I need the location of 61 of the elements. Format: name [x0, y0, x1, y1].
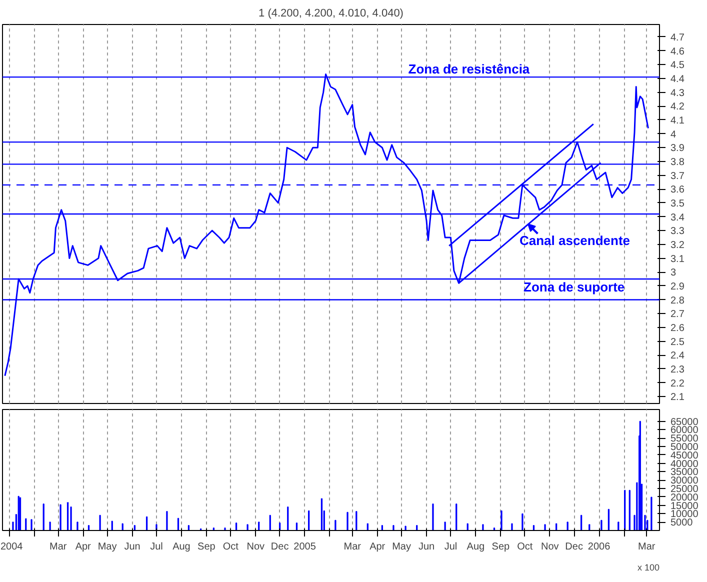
y-tick-label: 2.6 [670, 322, 685, 334]
x-tick-label: Oct [517, 542, 533, 552]
x-tick-label: Jun [418, 542, 435, 552]
y-tick-label: 2.9 [670, 281, 685, 292]
x-tick-label: Jun [124, 542, 140, 552]
y-tick-label: 3.5 [670, 198, 685, 210]
x-tick-label: 2004 [0, 542, 24, 552]
y-tick-label: 3.6 [670, 184, 685, 196]
y-tick-label: 2.3 [670, 364, 685, 376]
y-tick-label: 4.7 [670, 32, 685, 44]
x-tick-label: 2006 [588, 542, 611, 552]
y-tick-label: 3.2 [670, 240, 685, 251]
y-tick-label: 3.1 [670, 254, 685, 265]
x-tick-label: Dec [270, 542, 289, 552]
x-tick-label: Jul [444, 542, 458, 552]
y-tick-label: 4.6 [670, 46, 685, 58]
y-tick-label: 4.5 [670, 60, 685, 72]
x-tick-label: Oct [222, 542, 239, 552]
y-tick-label: 4.4 [670, 74, 685, 85]
x-tick-label: Mar [50, 542, 68, 552]
x-tick-label: Sep [492, 542, 510, 552]
y-tick-label: 4 [670, 129, 676, 140]
y-tick-label: 2.7 [670, 309, 685, 320]
annotation: Zona de suporte [524, 280, 625, 295]
text: x 100 [637, 562, 660, 572]
y-tick-label: 2.1 [670, 392, 685, 404]
y-tick-label: 4.2 [670, 102, 685, 113]
x-tick-label: Aug [172, 542, 190, 552]
y-tick-label: 5000 [670, 518, 694, 529]
x-tick-label: 2005 [294, 542, 316, 552]
chart-title: 1 (4.200, 4.200, 4.010, 4.040) [258, 8, 404, 20]
y-tick-label: 3.8 [670, 156, 685, 168]
x-tick-label: Nov [540, 542, 559, 552]
x-tick-label: Jul [150, 542, 163, 552]
x-tick-label: Dec [565, 542, 583, 552]
y-tick-label: 50000 [670, 442, 699, 453]
y-tick-label: 3.3 [670, 226, 685, 238]
y-tick-label: 2.5 [670, 336, 685, 348]
x-tick-label: Mar [638, 542, 656, 552]
x-tick-label: Apr [75, 542, 92, 552]
y-tick-label: 4.3 [670, 88, 685, 99]
x-tick-label: May [98, 542, 117, 552]
y-tick-label: 3.4 [670, 212, 685, 224]
y-tick-label: 2.8 [670, 295, 685, 306]
y-tick-label: 4.1 [670, 115, 685, 126]
x-tick-label: Aug [466, 542, 485, 552]
x-tick-label: Sep [198, 542, 216, 552]
y-tick-label: 3.9 [670, 143, 685, 154]
y-tick-label: 45000 [670, 450, 699, 462]
x-tick-label: Mar [344, 542, 362, 552]
y-tick-label: 20000 [670, 492, 699, 504]
annotation: Canal ascendente [519, 233, 630, 248]
x-tick-label: Nov [246, 542, 265, 552]
y-tick-label: 2.4 [670, 350, 685, 362]
x-tick-label: Apr [370, 542, 386, 552]
annotation: Zona de resistência [408, 61, 530, 76]
y-tick-label: 3 [670, 268, 676, 279]
x-tick-label: May [392, 542, 411, 552]
y-tick-label: 2.2 [670, 378, 685, 390]
y-tick-label: 25000 [670, 484, 699, 495]
y-tick-label: 3.7 [670, 170, 685, 182]
